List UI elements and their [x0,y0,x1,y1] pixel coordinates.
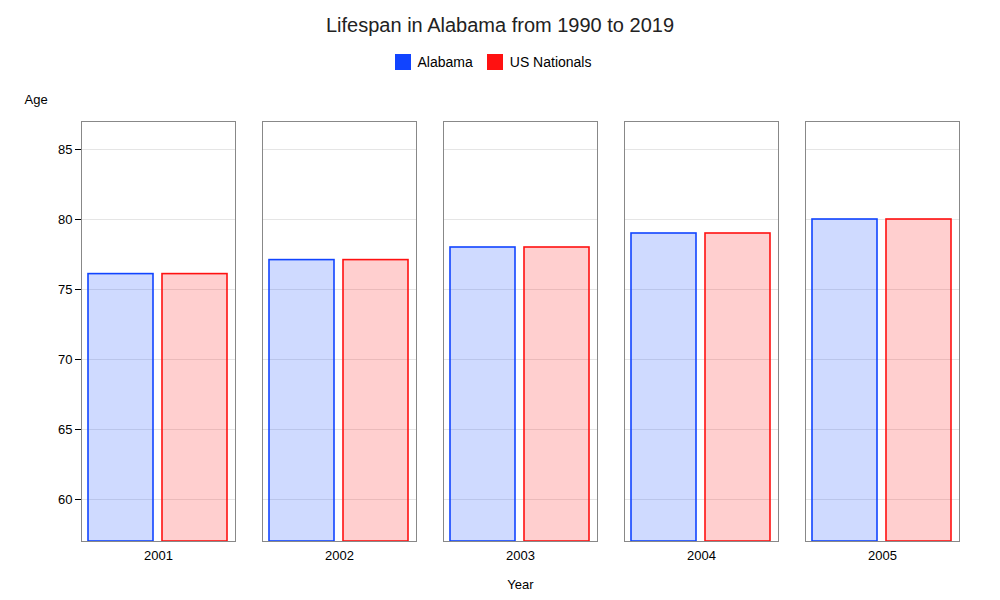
svg-text:65: 65 [58,422,72,437]
svg-text:85: 85 [58,142,72,157]
html-text:Alabama: Alabama [417,53,473,70]
html-text:Lifespan in Alabama from 1990: Lifespan in Alabama from 1990 to 2019 [326,14,674,36]
svg-text:2003: 2003 [506,548,535,563]
svg-text:60: 60 [58,492,72,507]
svg-text:70: 70 [58,352,72,367]
svg-text:75: 75 [58,282,72,297]
svg-text:Year: Year [507,577,534,592]
svg-text:80: 80 [58,212,72,227]
html-text:US Nationals: US Nationals [509,53,592,70]
svg-text:2005: 2005 [868,548,897,563]
svg-text:Age: Age [25,92,48,107]
svg-text:2002: 2002 [325,548,354,563]
svg-text:2001: 2001 [144,548,173,563]
svg-text:2004: 2004 [687,548,716,563]
